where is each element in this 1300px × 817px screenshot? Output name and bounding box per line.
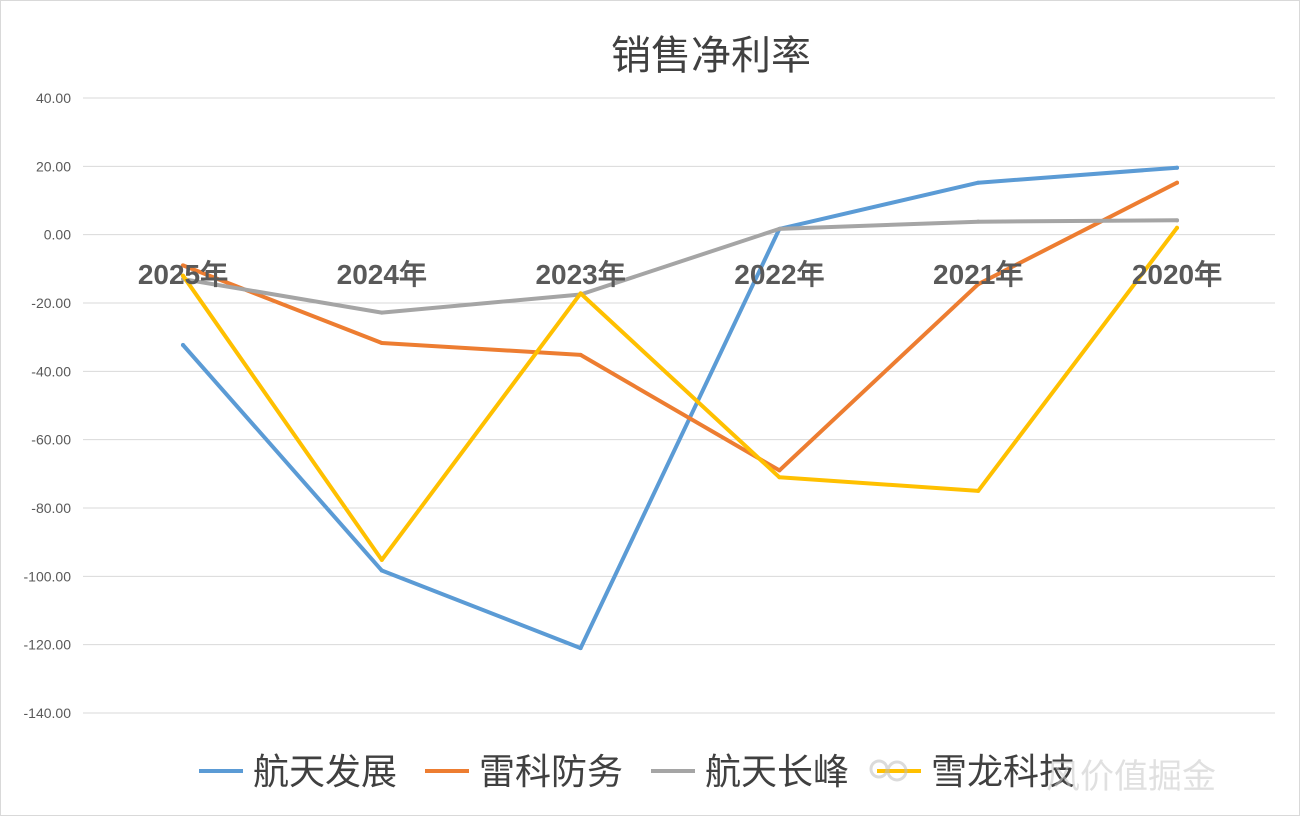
y-tick-label: -40.00 (31, 363, 71, 379)
data-point (379, 568, 384, 573)
data-point (181, 263, 185, 268)
y-axis-ticks: 40.00 20.00 0.00 -20.00 -40.00 -60.00 -80.00 -1… (24, 90, 72, 721)
data-point (1175, 165, 1179, 170)
grid-layer (83, 97, 1275, 714)
chart-title: 销售净利率 (611, 33, 811, 79)
series-layer (181, 165, 1179, 651)
y-tick-label: -60.00 (31, 432, 71, 448)
data-point (379, 340, 384, 345)
data-point (181, 273, 185, 278)
legend: 航天发展 雷科防务 航天长峰 雪龙科技 (199, 752, 1075, 793)
data-point (976, 219, 981, 224)
x-category-label: 2023年 (535, 258, 625, 290)
data-point (1175, 218, 1179, 223)
data-point (777, 468, 782, 473)
data-point (976, 282, 981, 287)
series-line-3 (181, 218, 1179, 315)
x-category-label: 2025年 (138, 258, 228, 290)
x-axis-categories: 2025年 2024年 2023年 2022年 2021年 2020年 (138, 258, 1222, 290)
data-point (1175, 225, 1179, 230)
data-point (1175, 180, 1179, 185)
x-category-label: 2024年 (337, 258, 427, 290)
y-tick-label: 40.00 (36, 90, 71, 106)
x-category-label: 2020年 (1132, 258, 1222, 290)
watermark-text: 风价值掘金 (1046, 757, 1216, 797)
data-point (976, 180, 981, 185)
x-category-label: 2022年 (734, 258, 824, 290)
watermark-logo (869, 759, 908, 782)
data-point (578, 646, 583, 651)
y-tick-label: -140.00 (24, 705, 72, 721)
data-point (379, 557, 384, 562)
x-category-label: 2021年 (933, 258, 1023, 290)
y-tick-label: -20.00 (31, 295, 71, 311)
data-point (578, 352, 583, 357)
y-tick-label: -100.00 (24, 568, 72, 584)
y-tick-label: -80.00 (31, 500, 71, 516)
data-point (777, 226, 782, 231)
y-tick-label: -120.00 (24, 637, 72, 653)
legend-label: 航天长峰 (705, 752, 849, 793)
data-point (777, 475, 782, 480)
watermark: 风价值掘金 (869, 757, 1216, 797)
series-line-4 (181, 225, 1179, 562)
legend-label: 雷科防务 (479, 752, 623, 793)
y-tick-label: 20.00 (36, 158, 71, 174)
legend-label: 航天发展 (253, 752, 397, 793)
legend-label: 雪龙科技 (931, 752, 1075, 793)
data-point (181, 343, 185, 348)
series-line-2 (181, 180, 1179, 473)
y-tick-label: 0.00 (44, 227, 71, 243)
data-point (379, 310, 384, 315)
data-point (578, 291, 583, 296)
data-point (976, 488, 981, 493)
series-line-1 (181, 165, 1179, 651)
